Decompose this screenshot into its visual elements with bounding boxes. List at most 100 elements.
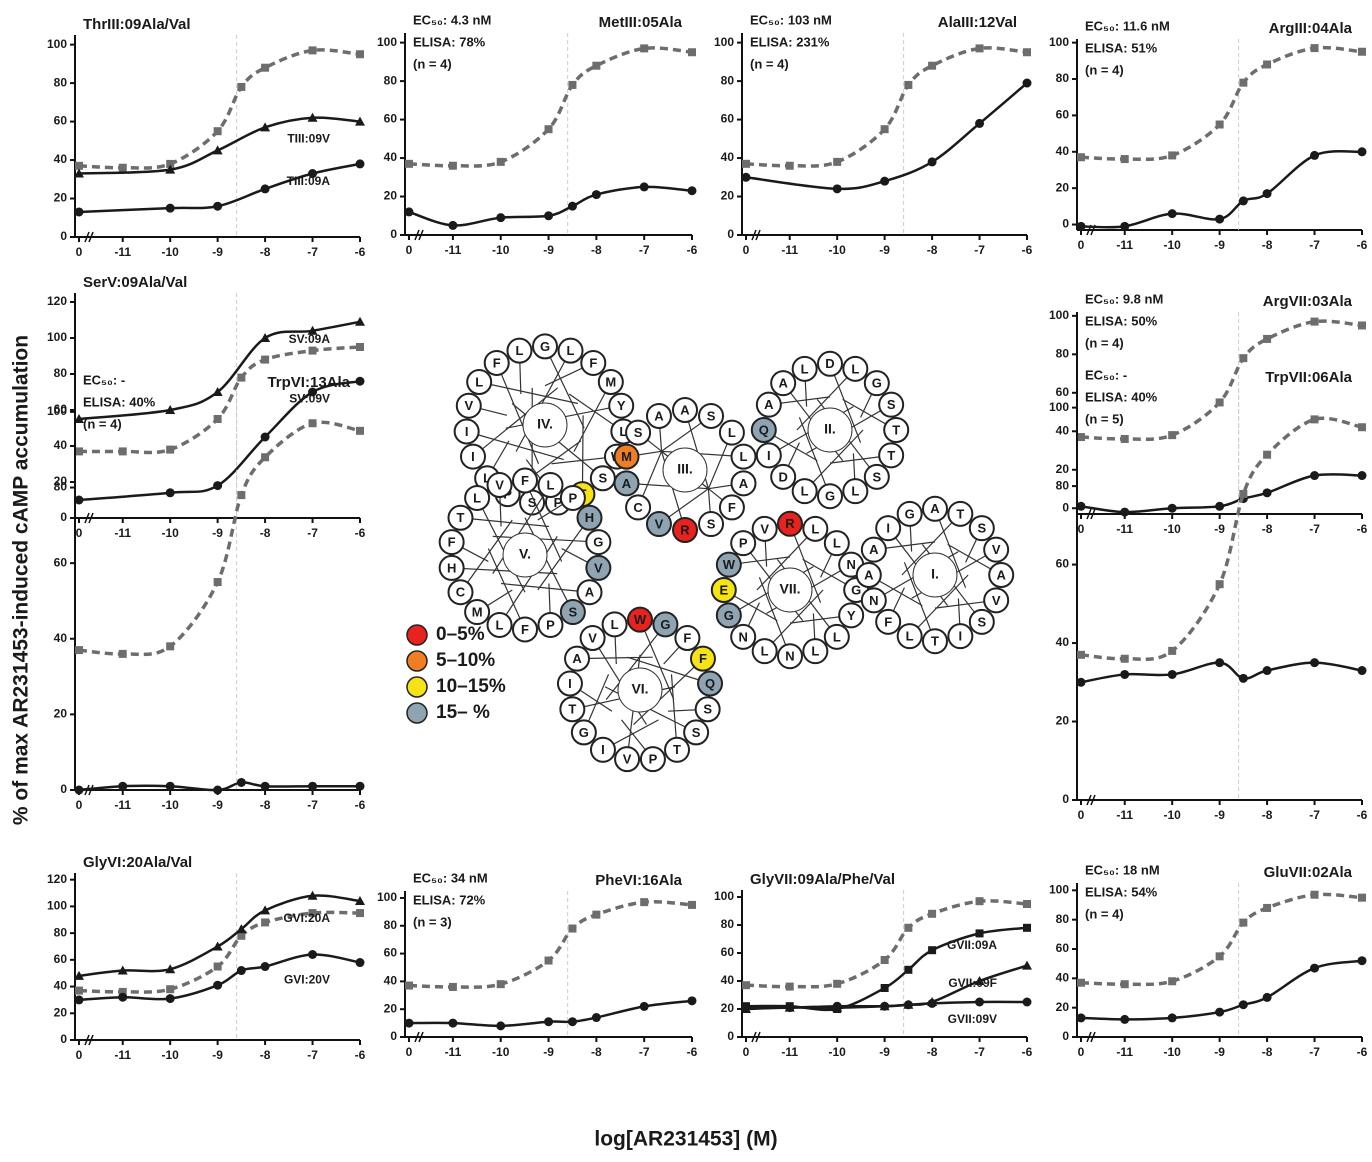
data-point — [928, 999, 937, 1008]
y-tick-label: 0 — [60, 510, 67, 524]
residue-letter: L — [811, 521, 819, 536]
y-tick-label: 20 — [54, 1005, 68, 1019]
residue-letter: A — [572, 651, 582, 666]
annotation: ELISA: 78% — [413, 34, 486, 49]
data-point — [833, 980, 841, 988]
x-tick-label: -7 — [639, 1045, 650, 1059]
chart-title: MetIII:05Ala — [599, 14, 683, 31]
data-point — [1311, 44, 1319, 52]
x-tick-label: 0 — [76, 245, 83, 259]
annotation: ELISA: 51% — [1085, 40, 1158, 55]
data-point — [975, 998, 984, 1007]
data-point — [1311, 318, 1319, 326]
legend-label: 15– % — [436, 702, 490, 723]
data-point — [309, 46, 317, 54]
data-point — [1121, 435, 1129, 443]
residue-letter: L — [801, 361, 809, 376]
data-point — [928, 910, 936, 918]
data-point — [75, 786, 84, 795]
y-tick-label: 80 — [384, 73, 398, 87]
residue-letter: F — [521, 473, 529, 488]
chart-title: ArgVII:03Ala — [1263, 293, 1353, 310]
data-point — [75, 447, 83, 455]
annotation: EC₅₀: 4.3 nM — [413, 12, 491, 27]
data-point — [1215, 1008, 1224, 1017]
data-point — [214, 578, 222, 586]
y-tick-label: 0 — [727, 227, 734, 241]
residue-letter: L — [801, 484, 809, 499]
residue-letter: T — [457, 510, 465, 525]
x-tick-label: -7 — [307, 526, 318, 540]
data-point — [1077, 979, 1085, 987]
residue-letter: G — [825, 489, 835, 504]
data-point — [166, 488, 175, 497]
chart-title: TrpVII:06Ala — [1265, 369, 1352, 386]
residue-letter: L — [906, 629, 914, 644]
data-point — [1168, 504, 1177, 513]
chart-title: TrpVI:13Ala — [267, 374, 350, 391]
data-point — [356, 343, 364, 351]
residue-letter: N — [846, 557, 855, 572]
legend-label: 0–5% — [436, 624, 485, 645]
data-point — [1358, 48, 1366, 56]
data-point — [1168, 151, 1176, 159]
legend-swatch — [407, 651, 427, 671]
series-line — [746, 83, 1027, 189]
data-point — [1215, 215, 1224, 224]
residue-letter: V — [992, 593, 1001, 608]
data-point — [880, 177, 889, 186]
data-point — [1239, 919, 1247, 927]
x-tick-label: -11 — [114, 1048, 131, 1062]
helix-label: IV. — [537, 416, 553, 432]
y-tick-label: 40 — [54, 152, 68, 166]
data-point — [1121, 655, 1129, 663]
data-point — [568, 925, 576, 933]
residue-letter: A — [680, 402, 690, 417]
residue-letter: L — [833, 629, 841, 644]
residue-letter: L — [740, 449, 748, 464]
x-tick-label: -11 — [114, 245, 131, 259]
data-point — [166, 446, 174, 454]
residue-letter: L — [611, 617, 619, 632]
data-point — [1121, 155, 1129, 163]
residue-letter: V — [594, 560, 603, 575]
data-point — [1358, 423, 1366, 431]
y-tick-label: 60 — [54, 114, 68, 128]
data-point — [976, 44, 984, 52]
annotation: (n = 4) — [1085, 62, 1124, 77]
residue-letter: V — [655, 516, 664, 531]
y-tick-label: 40 — [1056, 635, 1070, 649]
x-tick-label: -9 — [1214, 808, 1225, 822]
data-point — [928, 157, 937, 166]
annotation: (n = 4) — [750, 56, 789, 71]
y-tick-label: 100 — [377, 890, 397, 904]
residue-letter: S — [707, 516, 716, 531]
x-tick-label: -6 — [355, 798, 366, 812]
residue-letter: A — [739, 476, 749, 491]
data-point — [640, 898, 648, 906]
series-label: GVI:20A — [283, 911, 330, 925]
annotation: (n = 3) — [413, 914, 452, 929]
x-tick-label: -8 — [927, 243, 938, 257]
data-point — [75, 207, 84, 216]
data-point — [449, 162, 457, 170]
data-point — [688, 48, 696, 56]
x-tick-label: 0 — [76, 526, 83, 540]
legend-swatch — [407, 625, 427, 645]
data-point — [166, 985, 174, 993]
data-point — [1263, 451, 1271, 459]
residue-letter: I — [767, 448, 771, 463]
residue-letter: V — [760, 521, 769, 536]
chart-title: GlyVII:09Ala/Phe/Val — [750, 871, 895, 888]
residue-letter: N — [869, 593, 878, 608]
x-tick-label: -7 — [1309, 808, 1320, 822]
data-point — [261, 782, 270, 791]
y-tick-label: 40 — [1056, 971, 1070, 985]
x-tick-label: -8 — [1262, 808, 1273, 822]
residue-letter: A — [778, 376, 788, 391]
x-tick-label: 0 — [76, 1048, 83, 1062]
x-tick-label: -8 — [260, 1048, 271, 1062]
x-tick-label: -7 — [307, 245, 318, 259]
data-point — [1023, 924, 1031, 932]
data-point — [1310, 964, 1319, 973]
